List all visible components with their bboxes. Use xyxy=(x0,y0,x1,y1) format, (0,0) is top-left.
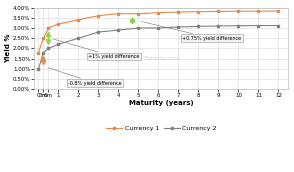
Currency 1 xyxy=(137,13,140,15)
Currency 2 xyxy=(117,29,120,31)
Currency 2 xyxy=(57,43,60,45)
Currency 2 xyxy=(237,25,240,27)
Currency 1 xyxy=(257,10,260,12)
Text: +1% yield difference: +1% yield difference xyxy=(53,39,140,59)
Currency 1 xyxy=(37,51,40,53)
Currency 1 xyxy=(47,27,50,29)
Currency 2 xyxy=(177,26,180,28)
Currency 1 xyxy=(97,15,100,17)
Currency 2 xyxy=(97,31,100,33)
Currency 1 xyxy=(217,10,220,13)
Y-axis label: Yield %: Yield % xyxy=(6,34,11,63)
Currency 2 xyxy=(37,68,40,70)
Currency 2 xyxy=(137,27,140,29)
Text: +0.75% yield difference: +0.75% yield difference xyxy=(141,22,242,41)
Currency 1 xyxy=(42,37,45,39)
Currency 2 xyxy=(77,37,80,39)
Currency 2 xyxy=(197,25,200,27)
Line: Currency 1: Currency 1 xyxy=(37,10,280,54)
Text: -0.8% yield difference: -0.8% yield difference xyxy=(48,68,122,86)
Currency 1 xyxy=(237,10,240,12)
Currency 1 xyxy=(157,12,160,14)
Currency 2 xyxy=(277,25,280,27)
Currency 1 xyxy=(277,10,280,12)
Currency 1 xyxy=(117,13,120,15)
Currency 1 xyxy=(57,23,60,25)
Currency 2 xyxy=(217,25,220,27)
Currency 2 xyxy=(42,51,45,53)
Currency 2 xyxy=(157,27,160,29)
Currency 1 xyxy=(197,11,200,13)
Currency 1 xyxy=(77,19,80,21)
Currency 2 xyxy=(257,25,260,27)
Text: © Forexop.com: © Forexop.com xyxy=(137,56,180,61)
Currency 1 xyxy=(177,11,180,13)
Line: Currency 2: Currency 2 xyxy=(37,24,280,70)
Legend: Currency 1, Currency 2: Currency 1, Currency 2 xyxy=(104,123,219,134)
X-axis label: Maturity (years): Maturity (years) xyxy=(129,100,194,106)
Currency 2 xyxy=(47,47,50,50)
